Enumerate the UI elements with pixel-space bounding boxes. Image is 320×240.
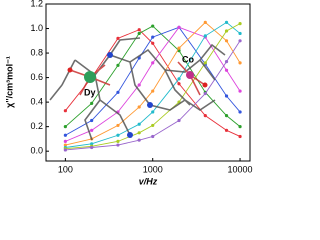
annotation: Dy [84,87,96,97]
data-point [137,31,141,36]
data-point [137,28,141,32]
data-point [203,34,207,38]
data-point [224,20,229,24]
data-point [151,24,155,28]
y-tick-label: 1.0 [30,23,43,33]
y-tick-label: 0.4 [30,97,43,107]
data-point [137,105,141,109]
plot-area [63,20,242,152]
data-point [116,36,120,40]
data-point [116,63,120,67]
data-point [238,89,242,93]
data-point [238,39,242,43]
plot-frame [45,3,251,162]
data-point [63,143,67,147]
data-point [203,91,207,96]
atom [186,71,194,79]
data-point [63,125,67,129]
data-point [116,133,120,137]
data-point [90,118,94,123]
data-point [116,123,120,128]
y-tick-label: 0.8 [30,47,43,57]
atom [67,67,73,73]
data-point [116,139,120,143]
atoms [67,52,208,138]
data-point [177,82,181,86]
y-tick-label: 0.6 [30,72,43,82]
data-point [177,77,181,81]
data-point [224,60,229,64]
data-point [224,114,229,118]
molecule [49,37,226,141]
x-tick-label: 100 [58,164,73,174]
data-point [238,22,242,26]
x-tick-label: 10000 [228,164,253,174]
bond [69,61,206,96]
data-point [116,90,120,94]
data-point [203,20,207,24]
data-point [224,128,229,132]
data-point [238,31,242,36]
data-point [238,134,242,139]
data-point [224,94,229,98]
y-tick-label: 0.0 [30,146,43,156]
data-point [116,143,120,147]
x-axis-label: v/Hz [139,176,158,186]
data-point [238,125,242,129]
data-point [238,61,242,65]
data-point [224,39,229,43]
data-point [151,134,155,139]
data-point [203,114,207,118]
data-point [224,68,229,72]
atom [202,82,208,88]
data-point [137,83,141,87]
data-point [90,101,94,105]
data-point [151,35,155,39]
data-point [203,61,207,65]
data-point [151,41,155,45]
data-point [63,139,67,143]
atom [147,102,153,108]
data-point [63,109,67,113]
data-point [177,25,181,29]
atom [84,71,96,83]
y-axis-label: χ''/cm³mol⁻¹ [4,56,14,108]
data-point [238,110,242,114]
data-point [177,118,181,123]
data-point [151,89,155,93]
data-point [177,46,181,50]
data-point [137,122,141,126]
data-point [151,110,155,114]
page: Dy Co v/Hz χ''/cm³mol⁻¹ 0.0 0.2 0.4 0.6 0.8 1… [4,0,253,187]
data-point [224,29,229,33]
data-point [151,123,155,128]
y-tick-label: 0.2 [30,121,43,131]
y-tick-label: 1.2 [30,0,43,8]
data-point [137,131,141,135]
data-point [63,148,67,152]
atom [107,52,113,58]
data-point [63,133,67,137]
chart: Dy Co v/Hz χ''/cm³mol⁻¹ 0.0 0.2 0.4 0.6 0.8 1… [4,0,253,186]
data-point [90,145,94,150]
data-point [151,61,155,65]
data-point [90,142,94,146]
atom [127,132,133,138]
x-tick-label: 1000 [143,164,163,174]
annotation: Co [182,54,194,64]
data-point [137,138,141,142]
data-point [90,128,94,132]
